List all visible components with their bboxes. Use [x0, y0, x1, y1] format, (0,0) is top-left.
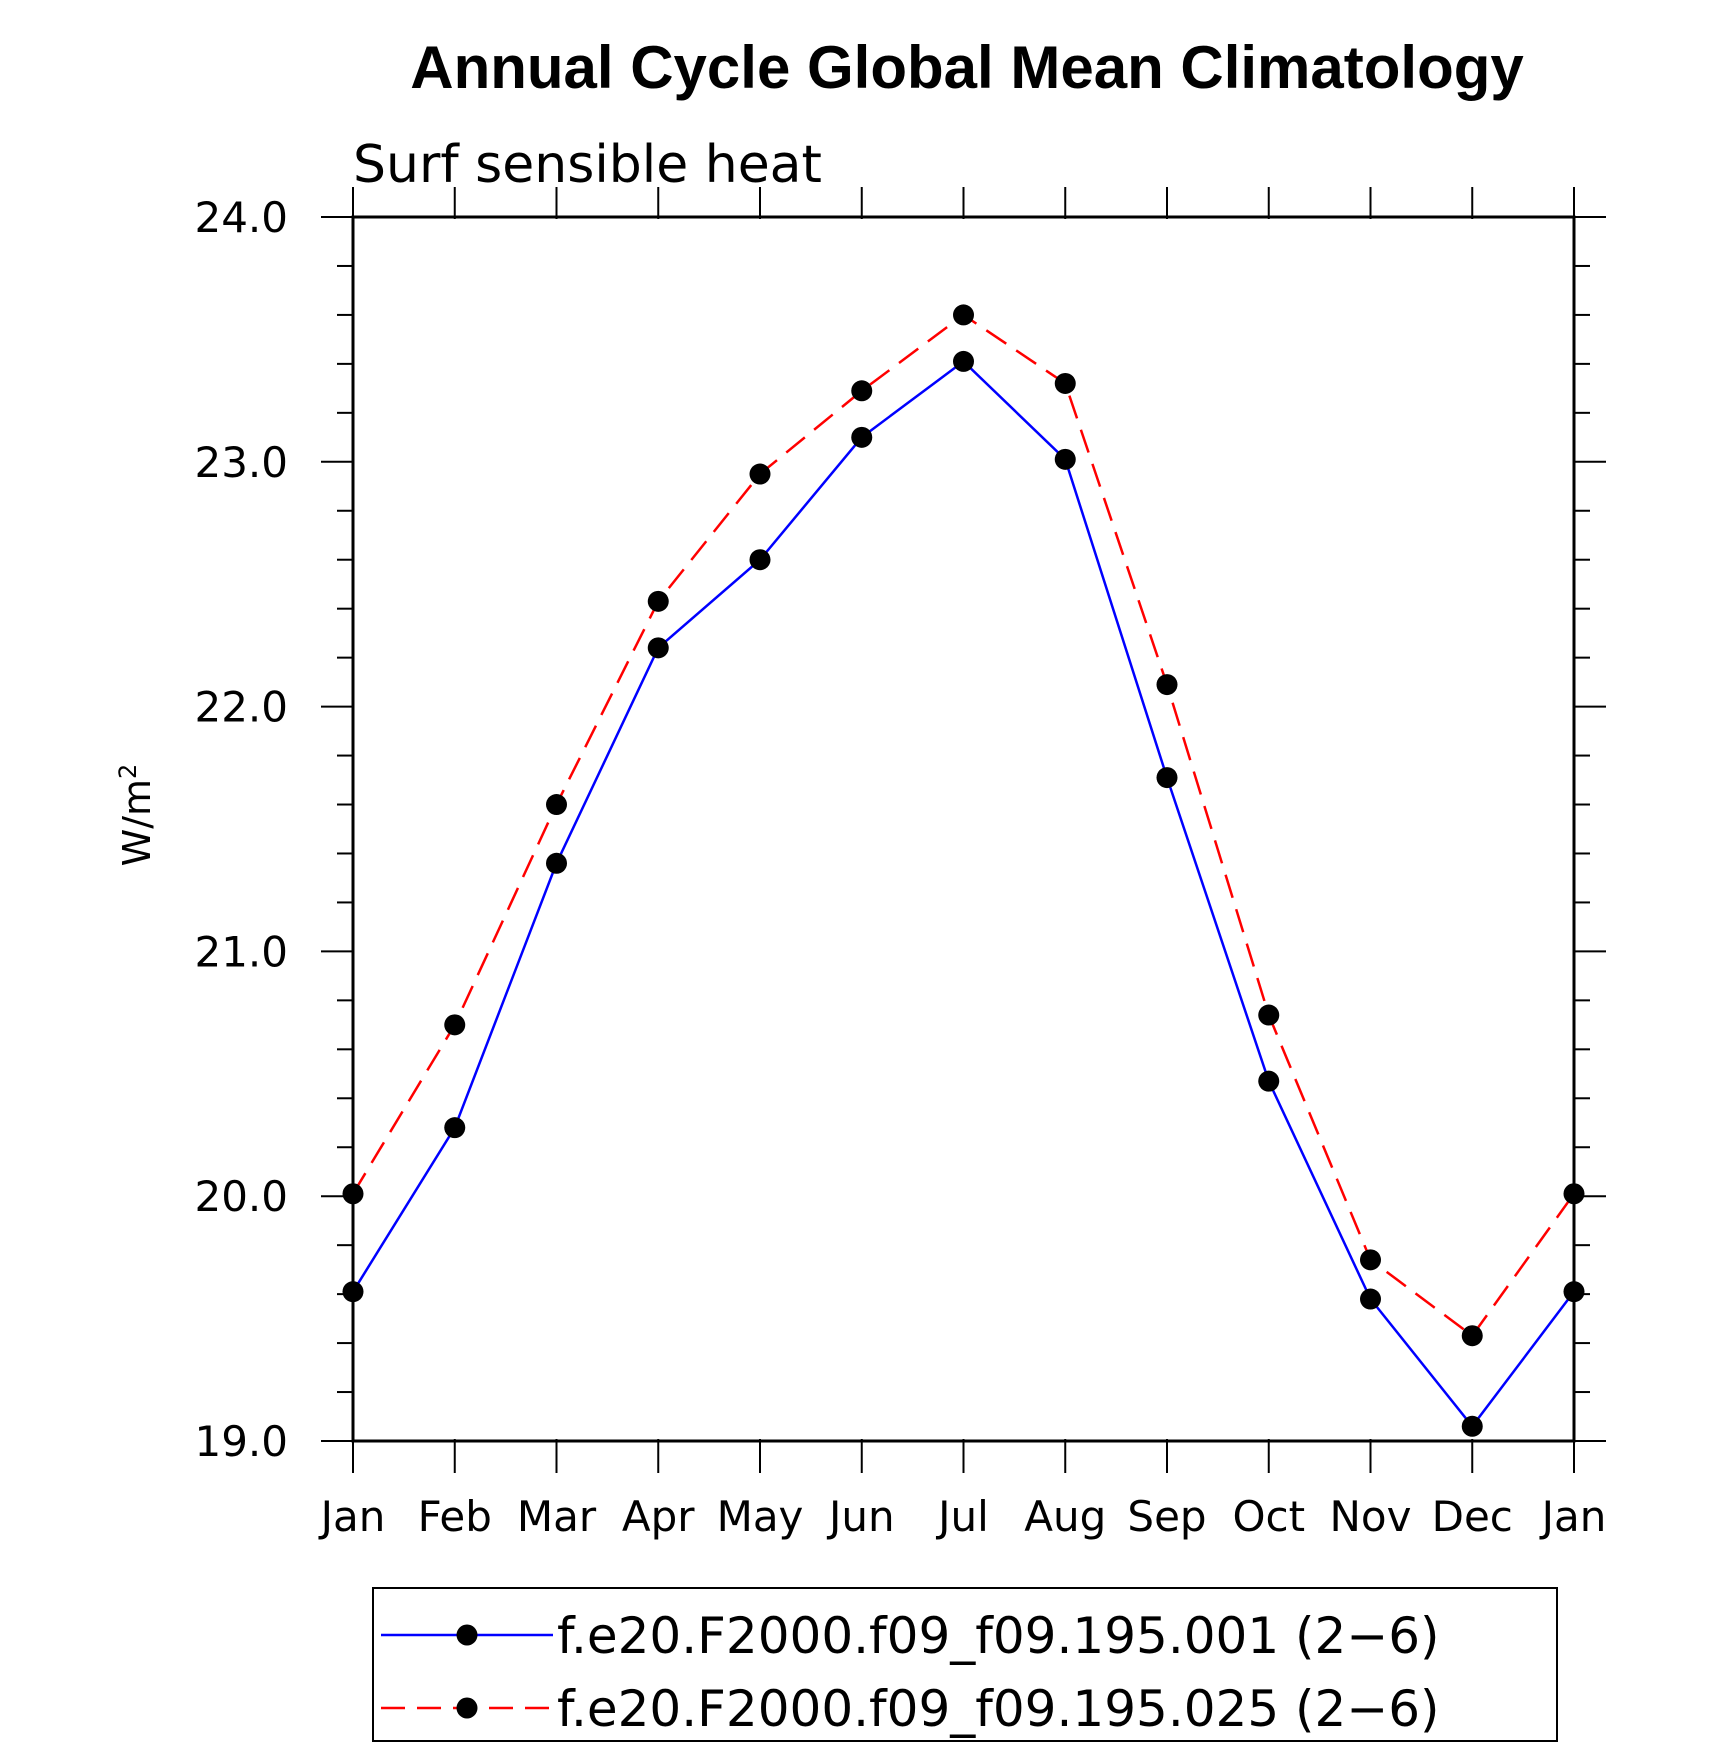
data-point — [546, 794, 567, 816]
x-tick-label: Jan — [1539, 1492, 1607, 1541]
chart-title: Annual Cycle Global Mean Climatology — [410, 34, 1524, 101]
y-axis-ticks: 19.0 20.0 21.0 22.0 23.0 24.0 — [194, 193, 1606, 1466]
x-tick-label: Oct — [1232, 1492, 1305, 1541]
y-tick-label: 19.0 — [194, 1417, 288, 1466]
series-line — [351, 359, 1575, 1429]
series-layer — [342, 304, 1585, 1437]
y-tick-label: 22.0 — [194, 683, 288, 732]
legend-label: f.e20.F2000.f09_f09.195.025 (2−6) — [557, 1680, 1440, 1738]
legend-marker — [456, 1697, 478, 1719]
data-point — [851, 380, 873, 402]
y-axis-label-text: W/m — [115, 779, 159, 866]
legend-marker — [456, 1624, 478, 1646]
data-point — [749, 549, 771, 571]
data-point — [342, 1281, 364, 1303]
legend-box — [372, 1587, 1558, 1742]
legend-entry: f.e20.F2000.f09_f09.195.001 (2−6) — [381, 1607, 1440, 1665]
data-point — [647, 637, 669, 659]
data-point — [1563, 1281, 1585, 1303]
data-point — [953, 304, 974, 326]
data-point — [1054, 372, 1076, 394]
data-point — [342, 1183, 364, 1205]
y-tick-label: 24.0 — [194, 193, 288, 242]
legend-label: f.e20.F2000.f09_f09.195.001 (2−6) — [557, 1607, 1440, 1665]
y-axis-label-superscript: 2 — [114, 764, 142, 779]
series-line — [351, 313, 1576, 1338]
x-tick-label: Jan — [318, 1492, 386, 1541]
data-point — [953, 350, 974, 372]
data-point — [1258, 1070, 1280, 1092]
series-1 — [342, 350, 1585, 1437]
axes — [351, 215, 1576, 1443]
x-tick-label: Aug — [1024, 1492, 1106, 1541]
chart-subtitle: Surf sensible heat — [353, 135, 822, 195]
data-point — [1258, 1004, 1280, 1026]
plot-frame — [351, 215, 1576, 1443]
data-point — [1054, 448, 1076, 470]
data-point — [749, 463, 771, 485]
data-point — [647, 590, 669, 612]
x-tick-label: Sep — [1127, 1492, 1206, 1541]
series-2 — [342, 304, 1585, 1347]
x-tick-label: Dec — [1432, 1492, 1513, 1541]
data-point — [851, 426, 873, 448]
x-tick-label: Jul — [935, 1492, 989, 1541]
y-tick-label: 20.0 — [194, 1172, 288, 1221]
data-point — [1156, 767, 1178, 789]
y-axis-label: W/m2 — [114, 764, 159, 867]
data-point — [444, 1014, 466, 1036]
data-point — [546, 852, 567, 874]
data-point — [1360, 1249, 1381, 1271]
legend: f.e20.F2000.f09_f09.195.001 (2−6) f.e20.F… — [372, 1587, 1558, 1742]
data-point — [1461, 1415, 1483, 1437]
y-tick-label: 23.0 — [194, 438, 288, 487]
data-point — [1563, 1183, 1585, 1205]
x-tick-label: Feb — [418, 1492, 492, 1541]
x-tick-label: Nov — [1330, 1492, 1412, 1541]
x-axis-ticks: Jan Feb Mar Apr May Jun Jul Aug Sep Oct Nov Dec Jan — [318, 187, 1607, 1541]
x-tick-label: Mar — [517, 1492, 597, 1541]
legend-entry: f.e20.F2000.f09_f09.195.025 (2−6) — [381, 1680, 1440, 1738]
data-point — [444, 1117, 466, 1139]
data-point — [1156, 674, 1178, 696]
x-tick-label: May — [717, 1492, 804, 1541]
data-point — [1360, 1288, 1381, 1310]
data-point — [1461, 1325, 1483, 1347]
y-tick-label: 21.0 — [194, 927, 288, 976]
x-tick-label: Jun — [826, 1492, 895, 1541]
x-tick-label: Apr — [622, 1492, 695, 1541]
